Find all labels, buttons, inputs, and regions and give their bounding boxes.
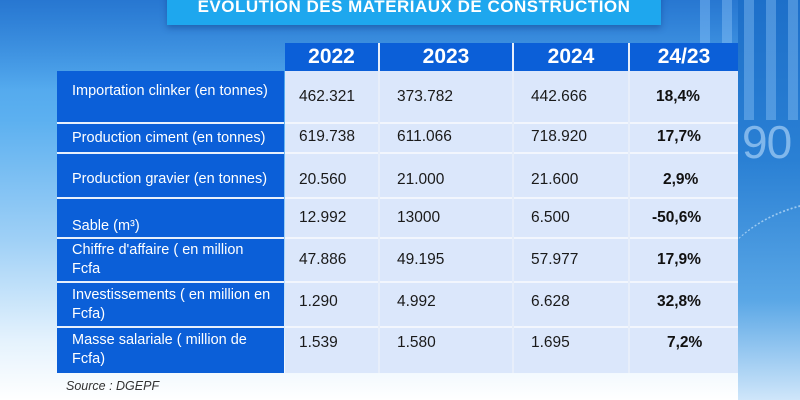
column-header-2024: 2024 <box>514 43 628 71</box>
title-banner: EVOLUTION DES MATERIAUX DE CONSTRUCTION <box>167 0 661 25</box>
cell-change: -50,6% <box>652 209 702 226</box>
row-label-text: Production ciment (en tonnes) <box>72 129 266 146</box>
cell-2024: 57.977 <box>531 251 579 268</box>
cell-2022: 20.560 <box>299 171 347 188</box>
cell-2022: 1.290 <box>299 293 338 310</box>
row-divider <box>57 197 284 199</box>
row-divider <box>285 197 738 199</box>
row-divider <box>57 122 284 124</box>
row-divider <box>57 237 284 239</box>
column-divider <box>512 43 514 373</box>
column-header-change: 24/23 <box>630 43 738 71</box>
row-label-text: Chiffre d'affaire ( en million Fcfa <box>72 242 244 277</box>
cell-2023: 611.066 <box>397 128 452 145</box>
row-divider <box>285 237 738 239</box>
row-divider <box>285 122 738 124</box>
cell-2023: 13000 <box>397 209 441 226</box>
row-label-text: Importation clinker (en tonnes) <box>72 83 268 99</box>
row-label: Investissements ( en million en Fcfa) <box>57 282 284 327</box>
cell-2024: 1.695 <box>531 334 570 351</box>
column-header-2023: 2023 <box>380 43 512 71</box>
row-divider <box>285 326 738 328</box>
row-label: Production gravier (en tonnes) <box>57 153 284 197</box>
cell-change: 32,8% <box>657 293 701 310</box>
page-title: EVOLUTION DES MATERIAUX DE CONSTRUCTION <box>197 0 631 16</box>
cell-2022: 1.539 <box>299 334 338 351</box>
cell-change: 2,9% <box>663 171 699 188</box>
cell-2023: 1.580 <box>397 334 436 351</box>
background-photo-right <box>738 0 800 400</box>
cell-2024: 442.666 <box>531 88 588 105</box>
cell-change: 17,9% <box>657 251 701 268</box>
cell-2022: 12.992 <box>299 209 347 226</box>
row-label-text: Production gravier (en tonnes) <box>72 170 268 187</box>
row-label: Masse salariale ( million de Fcfa) <box>57 327 284 373</box>
column-header-2022: 2022 <box>285 43 378 71</box>
row-divider <box>57 326 284 328</box>
cell-change: 18,4% <box>656 88 700 105</box>
cell-2024: 718.920 <box>531 128 588 145</box>
source-note: Source : DGEPF <box>66 379 160 393</box>
table-body <box>285 71 738 373</box>
row-label: Production ciment (en tonnes) <box>57 123 284 153</box>
cell-2023: 21.000 <box>397 171 445 188</box>
cell-2022: 462.321 <box>299 88 356 105</box>
row-label-text: Sable (m³) <box>72 218 140 234</box>
row-label: Importation clinker (en tonnes) <box>57 71 284 123</box>
cell-2024: 21.600 <box>531 171 579 188</box>
cell-2024: 6.628 <box>531 293 570 310</box>
background-number: 90 <box>742 116 792 168</box>
cell-2022: 619.738 <box>299 128 356 145</box>
cell-2023: 4.992 <box>397 293 436 310</box>
row-label: Sable (m³) <box>57 197 284 238</box>
cell-change: 17,7% <box>657 128 701 145</box>
cell-change: 7,2% <box>667 334 703 351</box>
cell-2023: 49.195 <box>397 251 445 268</box>
row-divider <box>285 281 738 283</box>
column-divider <box>378 43 380 373</box>
row-label-text: Masse salariale ( million de Fcfa) <box>72 332 247 367</box>
cell-2023: 373.782 <box>397 88 454 105</box>
column-divider <box>628 43 630 373</box>
row-label-text: Investissements ( en million en Fcfa) <box>72 287 271 322</box>
row-divider <box>57 281 284 283</box>
row-divider <box>285 152 738 154</box>
row-divider <box>57 152 284 154</box>
cell-2022: 47.886 <box>299 251 347 268</box>
row-label: Chiffre d'affaire ( en million Fcfa <box>57 238 284 282</box>
cell-2024: 6.500 <box>531 209 570 226</box>
